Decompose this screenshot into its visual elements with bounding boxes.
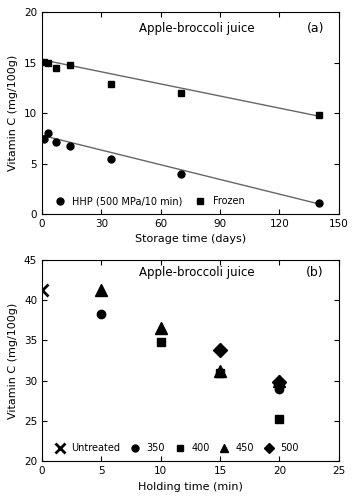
- Y-axis label: Vitamin C (mg/100g): Vitamin C (mg/100g): [8, 55, 18, 172]
- Legend: HHP (500 MPa/10 min), Frozen: HHP (500 MPa/10 min), Frozen: [47, 194, 247, 209]
- Text: (b): (b): [306, 266, 324, 278]
- Text: Apple-broccoli juice: Apple-broccoli juice: [139, 22, 254, 36]
- X-axis label: Holding time (min): Holding time (min): [138, 482, 243, 492]
- Text: Apple-broccoli juice: Apple-broccoli juice: [139, 266, 254, 278]
- X-axis label: Storage time (days): Storage time (days): [135, 234, 246, 244]
- Text: (a): (a): [306, 22, 324, 36]
- Y-axis label: Vitamin C (mg/100g): Vitamin C (mg/100g): [8, 302, 18, 418]
- Legend: Untreated, 350, 400, 450, 500: Untreated, 350, 400, 450, 500: [47, 440, 302, 456]
